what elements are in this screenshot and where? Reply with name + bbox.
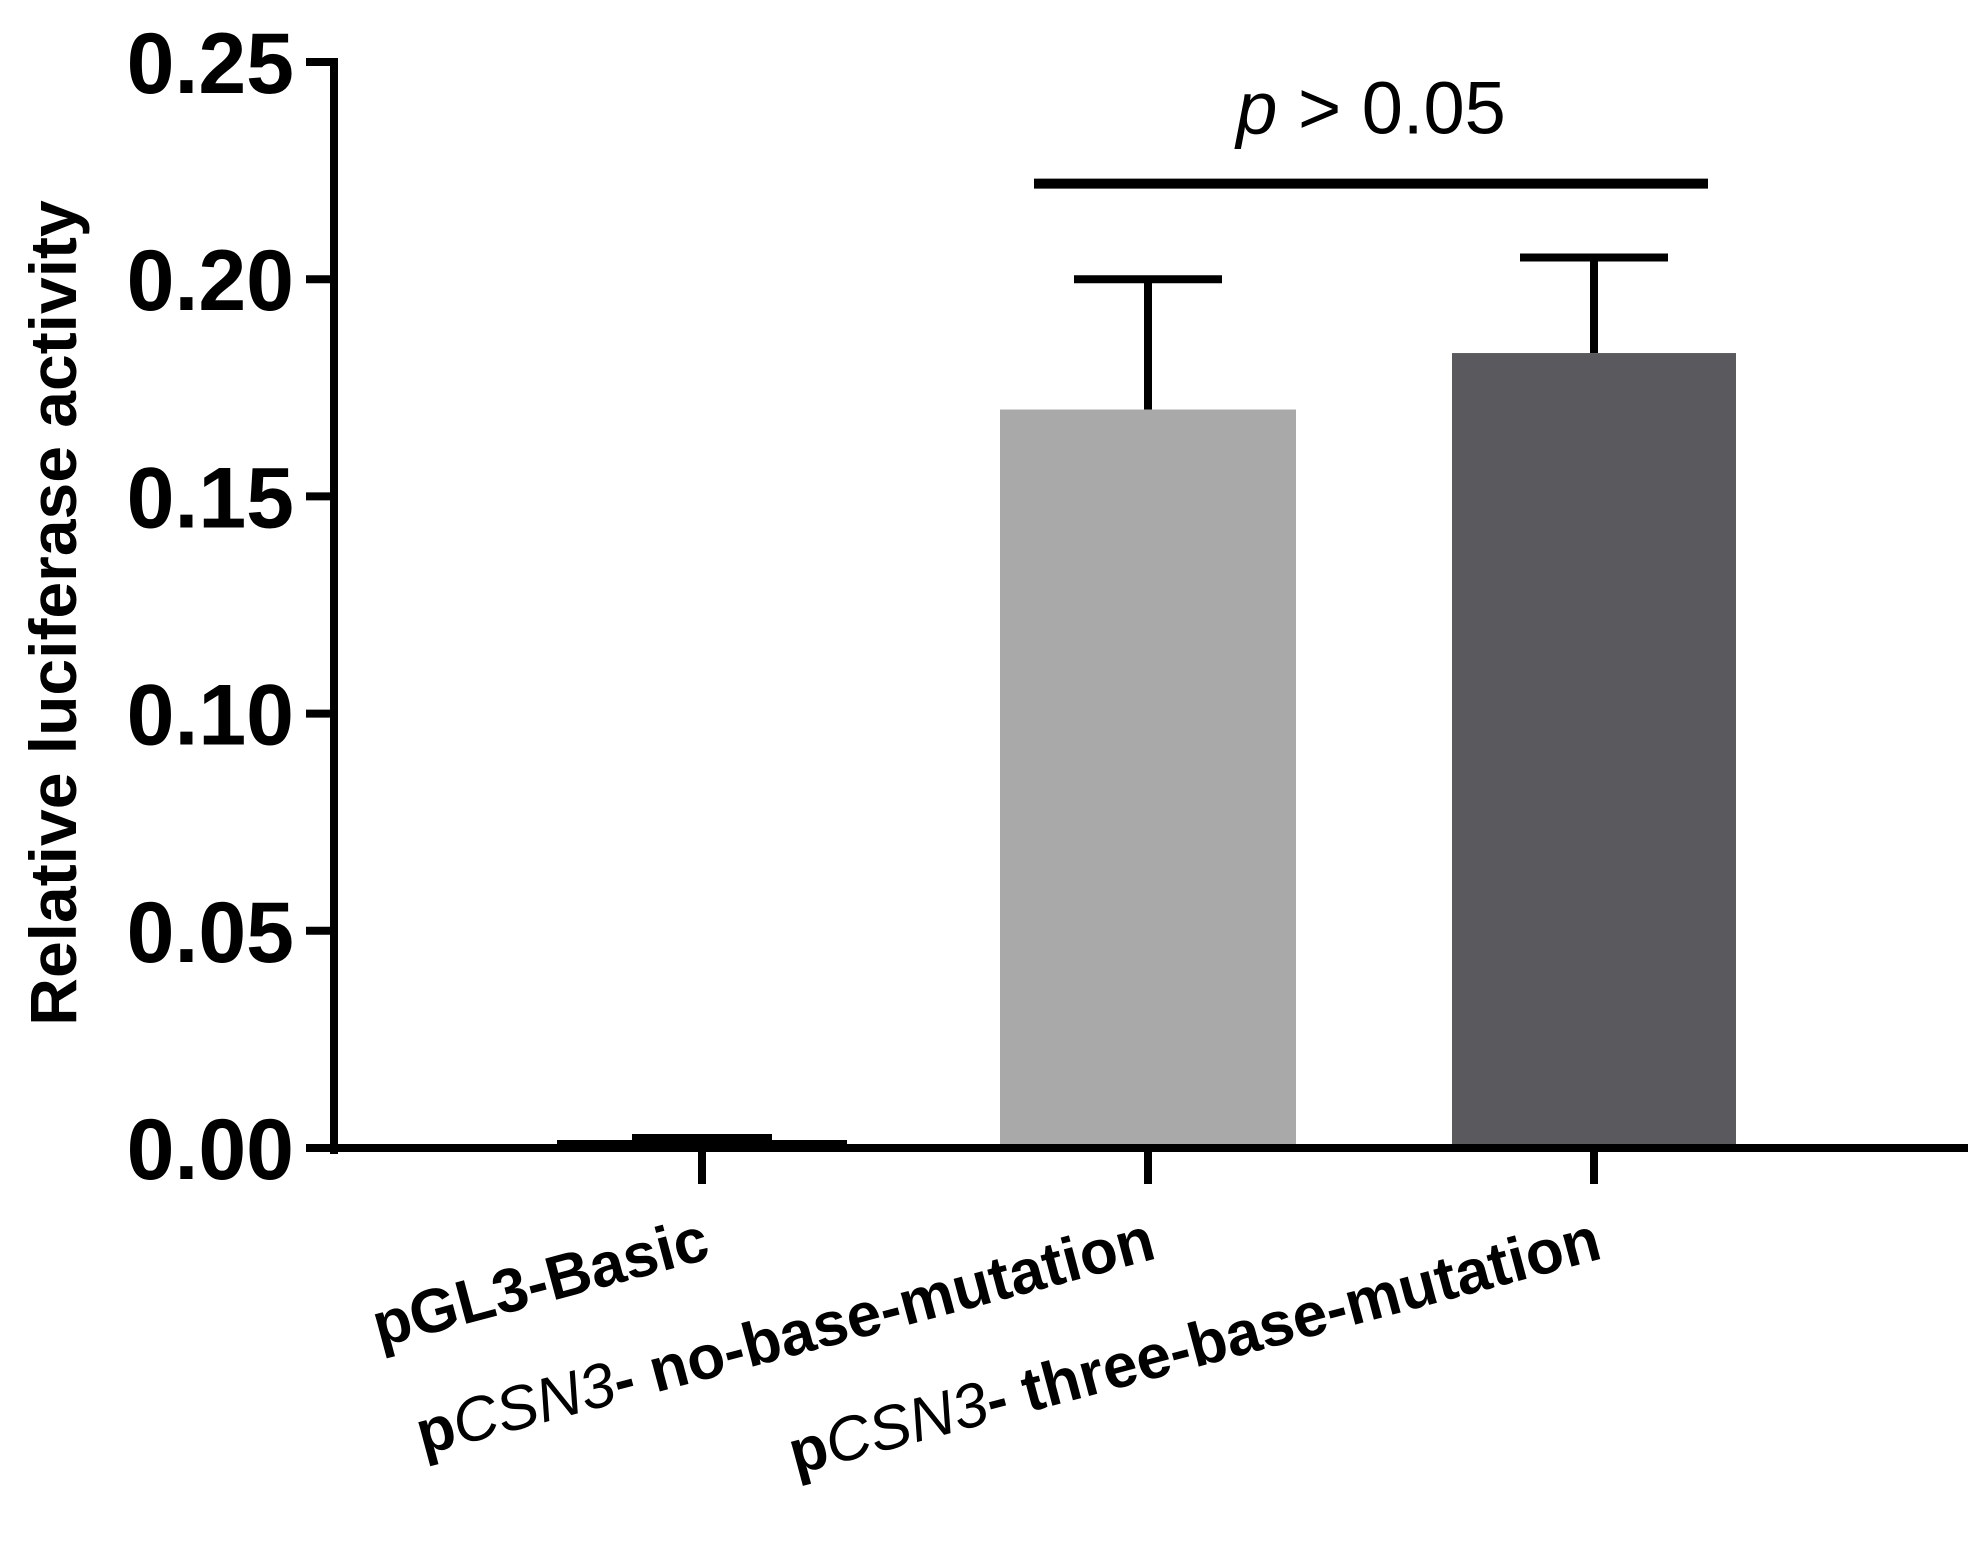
y-axis-title: Relative luciferase activity [16, 200, 90, 1026]
y-tick-label: 0.15 [127, 450, 294, 546]
bar [1000, 409, 1296, 1148]
y-tick-label: 0.20 [127, 233, 294, 329]
y-tick-label: 0.05 [127, 885, 294, 981]
bar [1452, 353, 1736, 1149]
x-tick-label: pCSN3- three-base-mutation [781, 1205, 1607, 1488]
y-tick-label: 0.25 [127, 16, 294, 112]
y-tick-label: 0.00 [127, 1102, 294, 1198]
y-tick-label: 0.10 [127, 668, 294, 764]
significance-label: p > 0.05 [1234, 67, 1506, 150]
